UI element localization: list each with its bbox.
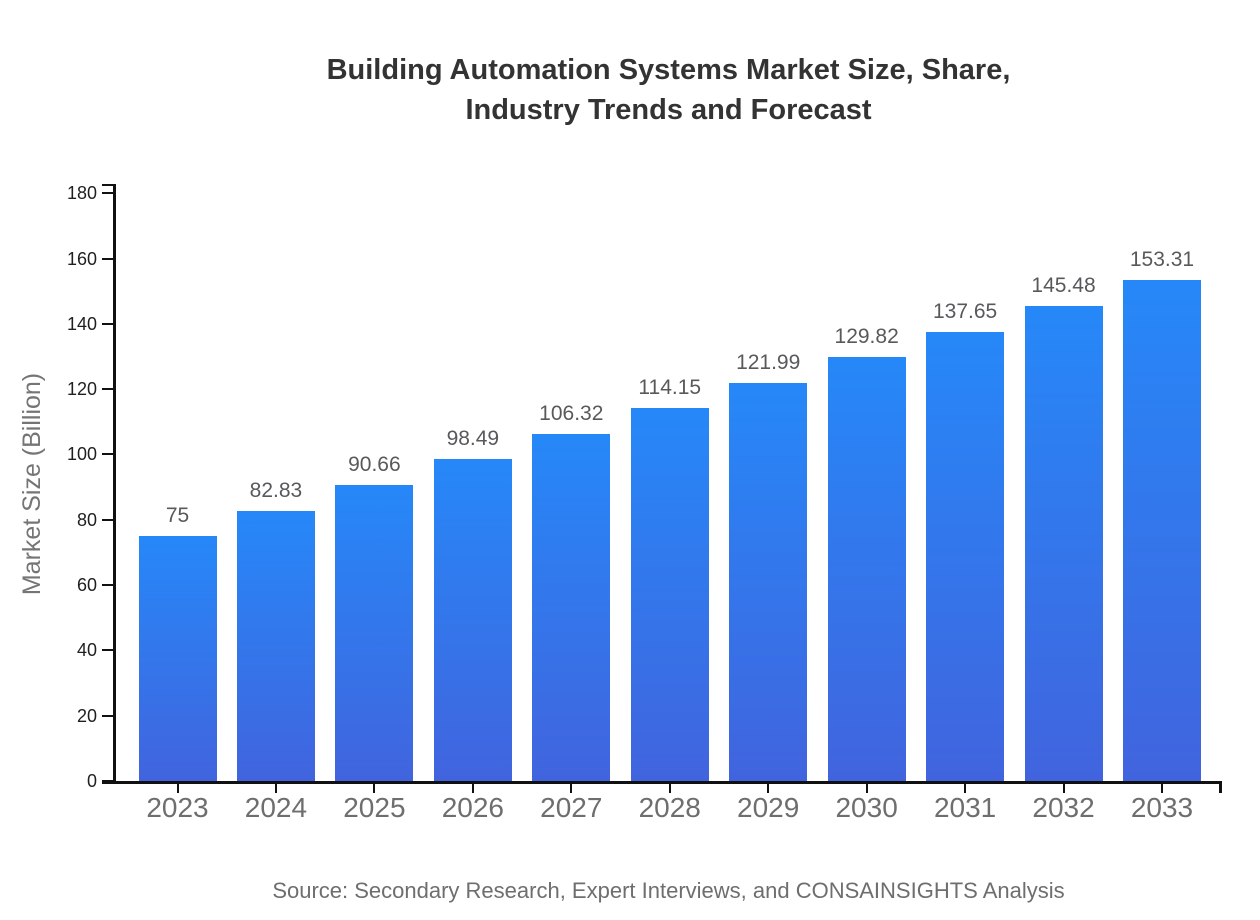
bar-value-label: 106.32 [539, 401, 604, 425]
x-tick-label: 2023 [146, 792, 209, 823]
y-axis-end-cap [102, 184, 116, 186]
bar-2032 [1024, 305, 1103, 781]
y-tick-label: 100 [66, 444, 97, 465]
x-tick-label: 2031 [933, 792, 997, 823]
y-tick-label: 60 [76, 575, 97, 596]
x-tick-label: 2026 [441, 792, 504, 823]
bar-2029 [729, 382, 808, 781]
x-tick [865, 784, 868, 793]
bar-value-label: 137.65 [932, 299, 998, 323]
bar-2031 [926, 331, 1005, 781]
bar-2033 [1123, 280, 1201, 781]
bar-2025 [335, 484, 414, 781]
y-axis-line [113, 184, 116, 784]
chart-title-line1: Building Automation Systems Market Size,… [326, 54, 1011, 86]
y-tick-label: 180 [66, 183, 97, 204]
y-tick [102, 780, 114, 782]
y-tick [102, 453, 114, 456]
bar-value-label: 129.82 [834, 325, 899, 349]
bar-value-label: 114.15 [638, 376, 702, 400]
x-axis-end-cap [1219, 781, 1222, 793]
bar-value-label: 121.99 [736, 350, 801, 374]
y-tick [102, 649, 114, 652]
x-tick-label: 2030 [835, 792, 898, 823]
y-tick [102, 714, 114, 717]
x-tick [176, 784, 179, 793]
y-tick-label: 80 [76, 509, 97, 530]
chart-title: Building Automation Systems Market Size,… [115, 50, 1222, 130]
x-tick [1161, 784, 1163, 793]
x-tick-label: 2032 [1032, 792, 1095, 823]
bar-value-label: 145.48 [1031, 273, 1096, 297]
bar-2028 [630, 408, 709, 781]
bar-2023 [138, 536, 217, 781]
y-tick-label: 120 [66, 379, 97, 400]
x-tick [373, 784, 376, 793]
y-tick [102, 257, 114, 260]
y-tick [102, 192, 114, 195]
y-tick [102, 584, 114, 587]
bar-value-label: 75 [165, 504, 190, 528]
bar-2027 [532, 433, 611, 781]
bar-value-label: 90.66 [348, 452, 401, 476]
x-tick [471, 784, 474, 793]
x-tick-label: 2033 [1130, 792, 1194, 823]
source-note: Source: Secondary Research, Expert Inter… [272, 878, 1065, 903]
x-tick [668, 784, 671, 793]
chart-title-line2: Industry Trends and Forecast [465, 94, 872, 126]
x-tick [964, 784, 967, 793]
y-tick-label: 0 [86, 771, 97, 791]
y-tick [102, 518, 114, 521]
x-tick [274, 784, 277, 793]
bar-2030 [827, 357, 906, 781]
bar-value-label: 82.83 [249, 478, 303, 502]
y-tick-label: 160 [66, 248, 97, 269]
y-tick-label: 40 [76, 640, 97, 661]
bar-value-label: 153.31 [1129, 248, 1195, 272]
bar-2024 [236, 510, 315, 781]
y-tick-label: 20 [76, 705, 97, 726]
y-tick [102, 388, 114, 391]
bar-2026 [433, 459, 512, 781]
x-tick-label: 2029 [737, 792, 800, 823]
bar-value-label: 98.49 [446, 427, 500, 451]
y-tick-label: 140 [66, 313, 97, 334]
x-tick [570, 784, 573, 793]
y-tick [102, 322, 114, 325]
x-tick-label: 2028 [638, 792, 701, 823]
x-tick [1062, 784, 1065, 793]
x-axis-line [102, 781, 1222, 784]
x-tick-label: 2025 [343, 792, 406, 823]
y-axis-title: Market Size (Billion) [18, 372, 46, 596]
x-tick [767, 784, 770, 793]
x-tick-label: 2024 [244, 792, 308, 823]
x-tick-label: 2027 [540, 792, 603, 823]
